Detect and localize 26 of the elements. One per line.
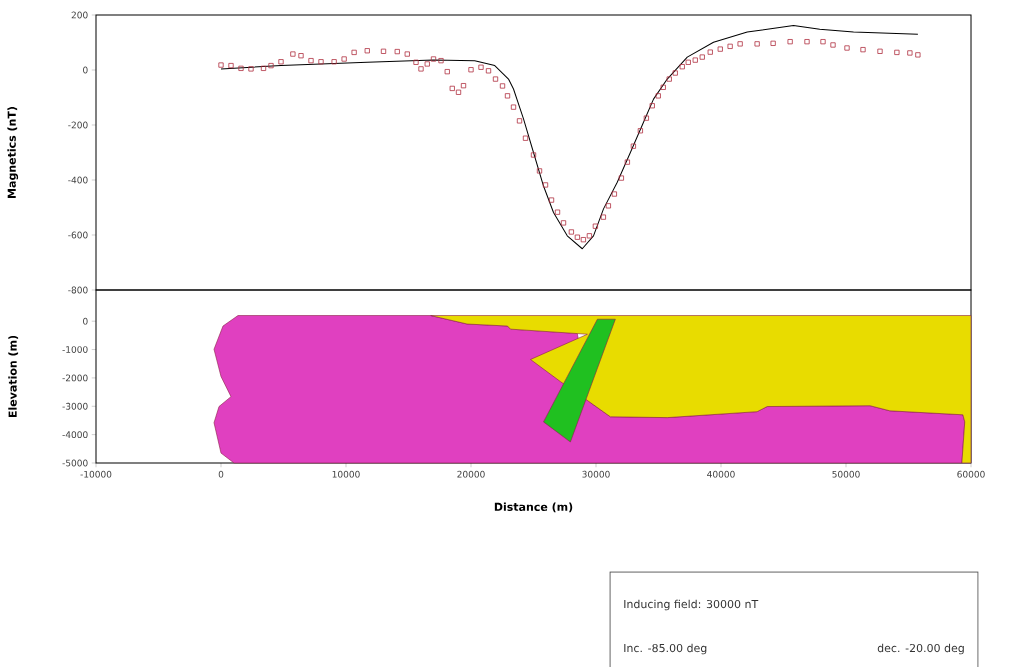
x-tick-label: 0 [218, 470, 224, 478]
y-axis-title: Elevation (m) [8, 335, 19, 418]
y-tick-label: -600 [68, 231, 88, 239]
text: dec. -20.00 deg [877, 643, 964, 655]
y-tick-label: -400 [68, 176, 88, 184]
y-tick-label: -4000 [62, 431, 88, 439]
y-tick-label: -1000 [62, 346, 88, 353]
x-tick-label: 30000 [582, 470, 610, 478]
x-tick-label: 40000 [707, 470, 735, 478]
x-tick-label: 10000 [332, 470, 360, 478]
x-tick-label: 20000 [457, 470, 485, 478]
y-tick-label: -5000 [62, 459, 88, 467]
text: Inducing field: 30000 nT [624, 599, 759, 611]
y-tick-label: -800 [68, 286, 88, 294]
y-tick-label: -2000 [62, 374, 88, 382]
y-tick-label: -200 [68, 121, 88, 129]
x-tick-label: 60000 [957, 470, 985, 478]
y-tick-label: 0 [83, 317, 88, 325]
x-tick-label: -10000 [80, 470, 112, 478]
y-tick-label: 200 [71, 11, 88, 19]
text: Inc. -85.00 deg [624, 643, 707, 655]
x-axis-title: Distance (m) [494, 502, 573, 513]
y-axis-title: Magnetics (nT) [7, 107, 19, 198]
y-tick-label: 0 [83, 66, 88, 74]
x-tick-label: 50000 [832, 470, 860, 478]
y-tick-label: -3000 [62, 402, 88, 410]
